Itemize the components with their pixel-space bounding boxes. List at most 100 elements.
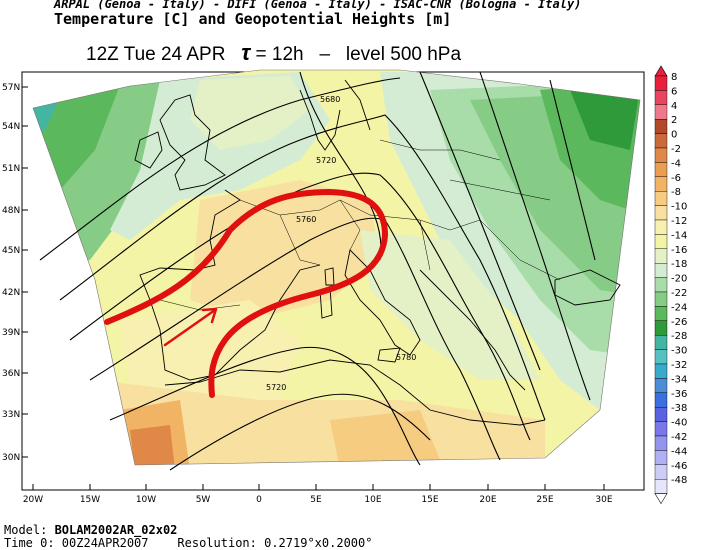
colorbar-label: -26: [671, 317, 687, 328]
lon-label: 10W: [136, 495, 156, 505]
colorbar-swatch: [654, 147, 668, 163]
colorbar-swatch: [654, 363, 668, 379]
colorbar-label: -24: [671, 302, 687, 313]
colorbar-swatch: [654, 75, 668, 91]
colorbar-label: -36: [671, 389, 687, 400]
colorbar-swatch: [654, 464, 668, 480]
contour-label: 5720: [316, 156, 336, 165]
colorbar-swatch: [654, 118, 668, 134]
colorbar-label: -30: [671, 346, 687, 357]
pressure-level: level 500 hPa: [345, 44, 462, 65]
colorbar-label: -12: [671, 216, 687, 227]
forecast-time: 12Z Tue 24 APR: [86, 44, 226, 65]
colorbar-swatch: [654, 421, 668, 437]
colorbar-swatch: [654, 234, 668, 249]
lon-label: 15E: [421, 495, 438, 505]
footer-model: Model: BOLAM2002AR_02x02: [4, 523, 177, 537]
colorbar-swatch: [654, 277, 668, 293]
lat-label: 30N: [2, 453, 20, 463]
lat-label: 39N: [2, 328, 20, 338]
colorbar-swatch: [654, 162, 668, 177]
colorbar-label: 2: [671, 115, 677, 126]
lon-label: 25E: [536, 495, 553, 505]
lon-label: 30E: [595, 495, 612, 505]
colorbar-swatch: [654, 320, 668, 336]
model-domain-outline: [32, 69, 641, 466]
footer-time: Time 0: 00Z24APR2007 Resolution: 0.2719°…: [4, 536, 372, 550]
colorbar-swatch: [654, 133, 668, 149]
colorbar-label: -38: [671, 403, 687, 414]
model-label: Model:: [4, 523, 55, 537]
longitude-labels: 20W 15W 10W 5W 0 5E 10E 15E 20E 25E 30E: [23, 495, 613, 505]
colorbar-label: -8: [671, 187, 681, 198]
colorbar-top-arrow: [654, 65, 668, 77]
lat-label: 57N: [2, 83, 20, 93]
colorbar-swatch: [654, 90, 668, 106]
colorbar-swatch: [654, 190, 668, 206]
contour-label: 5720: [266, 383, 286, 392]
colorbar-swatch: [654, 219, 668, 235]
colorbar-label: -14: [671, 230, 687, 241]
colorbar-swatch: [654, 450, 668, 465]
institutions-line: ARPAL (Genoa - Italy) - DIFI (Genoa - It…: [54, 0, 582, 11]
colorbar-swatch: [654, 248, 668, 264]
contour-label: 5780: [396, 353, 416, 362]
field-title: Temperature [C] and Geopotential Heights…: [54, 10, 452, 28]
colorbar-label: -42: [671, 432, 687, 443]
contour-label: 5680: [320, 95, 340, 104]
lat-label: 33N: [2, 410, 20, 420]
colorbar-label: -4: [671, 158, 681, 169]
lead-time: = 12h: [250, 44, 304, 65]
colorbar-swatch: [654, 407, 668, 422]
lon-label: 20W: [23, 495, 43, 505]
colorbar-label: -40: [671, 418, 687, 429]
colorbar-label: -32: [671, 360, 687, 371]
time0-label: Time 0:: [4, 536, 62, 550]
colorbar-swatch: [654, 306, 668, 321]
colorbar-swatch: [654, 176, 668, 192]
title-separator: –: [319, 44, 331, 65]
forecast-title: 12Z Tue 24 APR τ = 12h – level 500 hPa: [86, 40, 461, 66]
colorbar-swatch: [654, 349, 668, 365]
resolution-label: Resolution:: [177, 536, 265, 550]
lon-label: 5E: [310, 495, 322, 505]
colorbar-label: -18: [671, 259, 687, 270]
colorbar-label: 6: [671, 86, 677, 97]
colorbar-label: -34: [671, 374, 687, 385]
colorbar-label: -46: [671, 461, 687, 472]
colorbar-swatch: [654, 263, 668, 278]
lat-label: 42N: [2, 288, 20, 298]
colorbar-swatch: [654, 392, 668, 408]
contour-labels: 5680 5720 5760 5780 5720: [266, 95, 416, 392]
lat-label: 54N: [2, 122, 20, 132]
lon-label: 0: [256, 495, 262, 505]
colorbar-label: -16: [671, 245, 687, 256]
country-borders: [159, 139, 561, 311]
colorbar-label: 8: [671, 72, 677, 83]
colorbar-swatch: [654, 205, 668, 221]
colorbar-label: -28: [671, 331, 687, 342]
red-annotation: [104, 189, 388, 398]
lon-label: 10E: [364, 495, 381, 505]
colorbar-swatch: [654, 335, 668, 350]
colorbar-label: -22: [671, 288, 687, 299]
colorbar-label: -44: [671, 446, 687, 457]
colorbar-label: -10: [671, 202, 687, 213]
colorbar-label: -6: [671, 173, 681, 184]
axis-ticks: [22, 86, 605, 490]
colorbar-swatch: [654, 291, 668, 307]
colorbar-swatch: [654, 479, 668, 494]
latitude-labels: 57N 54N 51N 48N 45N 42N 39N 36N 33N 30N: [2, 83, 20, 463]
colorbar-label: -20: [671, 274, 687, 285]
lat-label: 51N: [2, 164, 20, 174]
colorbar-label: -2: [671, 144, 681, 155]
tau-symbol: τ: [241, 40, 251, 65]
lat-label: 36N: [2, 369, 20, 379]
time0-value: 00Z24APR2007: [61, 536, 149, 550]
resolution-value: 0.2719°x0.2000°: [264, 536, 373, 550]
colorbar-swatch: [654, 378, 668, 393]
lon-label: 15W: [80, 495, 100, 505]
lat-label: 45N: [2, 246, 20, 256]
lat-label: 48N: [2, 206, 20, 216]
